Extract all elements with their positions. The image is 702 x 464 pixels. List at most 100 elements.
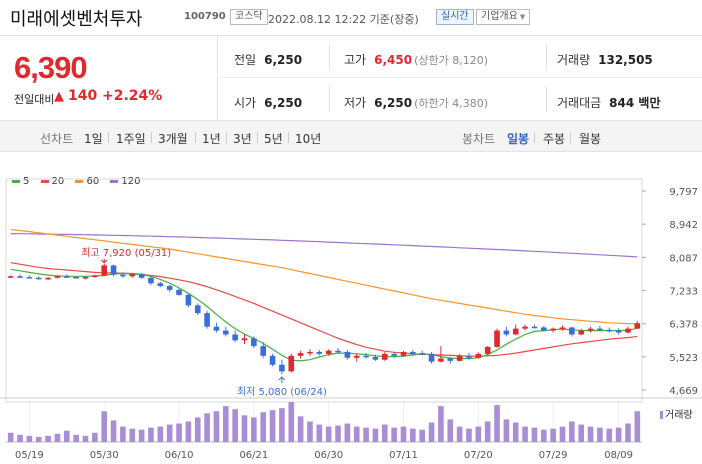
candle: [391, 353, 397, 356]
candle: [381, 353, 388, 360]
volume-bar: [129, 428, 136, 442]
period-1y[interactable]: 1년: [202, 132, 221, 146]
trade-volume: 거래량 132,505: [557, 53, 653, 67]
volume-bar: [26, 435, 33, 442]
separator: [108, 132, 109, 143]
candle: [353, 355, 360, 358]
volume-bar: [587, 426, 594, 442]
candle: [447, 358, 454, 361]
period-daily[interactable]: 일봉: [507, 132, 530, 146]
volume-bar: [540, 429, 547, 442]
candle: [7, 276, 14, 278]
plot-frame: [5, 178, 643, 403]
volume-bar: [503, 419, 510, 442]
candle: [569, 327, 575, 335]
legend-swatch: [110, 179, 119, 183]
separator: [195, 132, 196, 143]
stock-code: 100790: [184, 11, 226, 22]
candle: [428, 353, 435, 362]
volume-bar: [456, 426, 463, 442]
x-tick-label: 07/20: [464, 450, 493, 461]
x-tick-label: 07/29: [539, 450, 568, 461]
candle: [344, 351, 351, 358]
period-3m[interactable]: 3개월: [158, 132, 188, 146]
x-tick-label: 05/30: [90, 450, 119, 461]
volume-bar: [166, 424, 173, 442]
candle: [503, 330, 510, 335]
period-10y[interactable]: 10년: [295, 132, 322, 146]
y-tick-label: 5,523: [669, 353, 698, 364]
line-chart-label: 선차트: [40, 132, 74, 146]
candle: [222, 330, 229, 335]
y-tick-label: 4,669: [669, 386, 698, 397]
divider: [546, 44, 547, 70]
x-tick-label: 06/10: [165, 450, 194, 461]
candle: [35, 277, 42, 280]
prev-close: 전일 6,250: [234, 53, 303, 67]
volume-bar: [325, 426, 332, 442]
period-weekly[interactable]: 주봉: [543, 132, 566, 146]
volume-bar: [512, 422, 519, 442]
period-3y[interactable]: 3년: [233, 132, 252, 146]
candle: [185, 294, 192, 306]
candle: [484, 346, 491, 354]
open-price: 시가 6,250: [234, 96, 303, 110]
x-tick-label: 06/21: [239, 450, 268, 461]
candle: [251, 338, 257, 347]
candle: [204, 313, 210, 327]
candle: [531, 326, 538, 329]
volume-bar: [494, 405, 500, 442]
period-1w[interactable]: 1주일: [116, 132, 146, 146]
candle: [578, 330, 585, 335]
realtime-button[interactable]: 실시간: [436, 9, 474, 25]
volume-bar: [606, 428, 613, 442]
volume-bar: [279, 408, 285, 442]
volume-bar: [466, 428, 472, 442]
volume-bar: [391, 427, 397, 442]
volume-bar: [307, 421, 313, 442]
candle: [213, 326, 220, 331]
candle: [269, 355, 276, 365]
legend-swatch: [75, 179, 84, 183]
candle: [400, 351, 407, 356]
volume-bar: [176, 423, 182, 442]
candle: [288, 355, 295, 372]
candle: [232, 334, 238, 341]
candle: [494, 330, 500, 347]
company-info-button[interactable]: 기업개요 ▼: [476, 9, 531, 25]
separator: [534, 132, 535, 143]
candle: [597, 328, 603, 331]
change-value: 140: [68, 88, 98, 104]
candle: [410, 351, 416, 354]
period-5y[interactable]: 5년: [264, 132, 283, 146]
volume-bar: [363, 427, 369, 442]
candle: [316, 351, 323, 354]
volume-bar: [251, 417, 257, 442]
period-1d[interactable]: 1일: [84, 132, 103, 146]
candle: [625, 328, 631, 333]
volume-bar: [597, 427, 603, 442]
candle: [110, 265, 117, 275]
legend-ma20: 20: [40, 176, 64, 187]
period-monthly[interactable]: 월봉: [579, 132, 602, 146]
market-badge: 코스닥: [230, 9, 268, 25]
volume-bar: [400, 426, 407, 442]
candle: [73, 277, 79, 279]
volume-bar: [63, 430, 70, 442]
legend-ma120: 120: [110, 176, 141, 187]
volume-bar: [615, 427, 622, 442]
candle: [307, 351, 313, 354]
candle: [372, 356, 379, 360]
legend-swatch: [40, 179, 49, 183]
candle: [335, 350, 341, 353]
candle: [466, 355, 472, 358]
volume-bar: [101, 411, 108, 442]
volume-bar: [531, 427, 538, 442]
volume-bar: [381, 424, 388, 442]
separator: [151, 132, 152, 143]
volume-bar: [54, 433, 61, 442]
candle: [419, 353, 426, 355]
price-chart[interactable]: 9,797 8,942 8,087 7,233 6,378 5,523 4,669 05/19…: [0, 172, 702, 464]
timestamp: 2022.08.12 12:22 기준(장중): [268, 13, 419, 26]
volume-bar: [148, 427, 154, 442]
